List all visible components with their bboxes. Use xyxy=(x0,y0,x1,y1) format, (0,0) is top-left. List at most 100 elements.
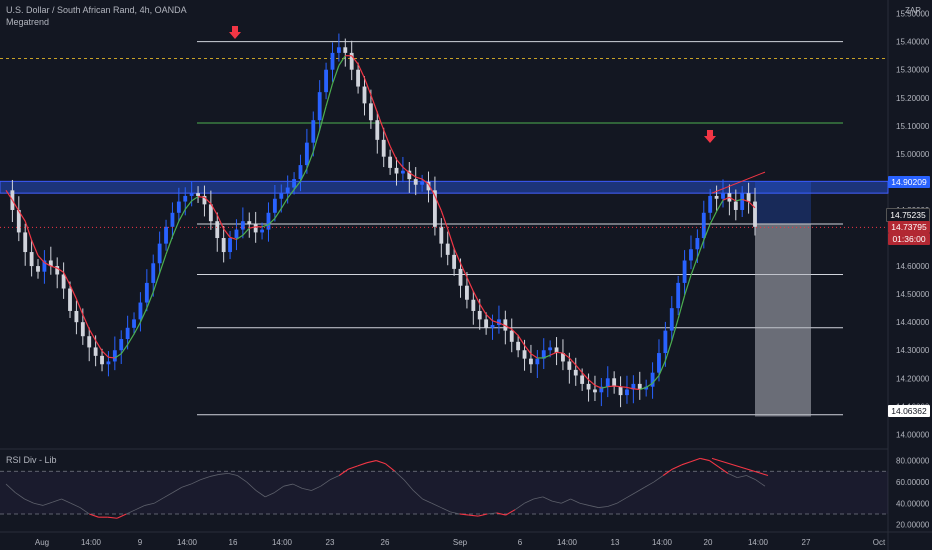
rsi-segment xyxy=(246,481,257,491)
candle-body xyxy=(311,120,316,143)
megatrend-segment xyxy=(268,217,276,226)
candle-body xyxy=(106,361,111,365)
megatrend-segment xyxy=(453,248,462,264)
megatrend-segment xyxy=(735,198,743,202)
price-tick-label: 14.20000 xyxy=(896,374,930,383)
rsi-segment xyxy=(403,479,414,491)
candle-body xyxy=(394,167,399,174)
rsi-segment xyxy=(255,490,266,498)
rsi-segment xyxy=(116,513,127,519)
megatrend-segment xyxy=(716,199,724,212)
price-tick-label: 14.30000 xyxy=(896,346,930,355)
rsi-segment xyxy=(524,498,534,504)
megatrend-segment xyxy=(139,307,148,323)
rsi-tick-label: 80.00000 xyxy=(896,457,930,466)
megatrend-segment xyxy=(223,228,231,238)
megatrend-segment xyxy=(511,328,519,336)
rsi-segment xyxy=(607,502,618,507)
candle-body xyxy=(644,386,649,390)
candle-body xyxy=(317,92,322,121)
candle-body xyxy=(100,355,104,365)
candle-body xyxy=(80,322,85,337)
rsi-segment xyxy=(52,498,62,503)
candle-body xyxy=(16,209,21,233)
symbol-title[interactable]: U.S. Dollar / South African Rand, 4h, OA… xyxy=(6,5,187,15)
megatrend-segment xyxy=(351,55,359,65)
rsi-segment xyxy=(15,492,25,500)
megatrend-segment xyxy=(133,321,141,335)
candle-body xyxy=(503,319,508,331)
candle-body xyxy=(548,347,553,351)
rsi-segment xyxy=(376,460,386,465)
candle-body xyxy=(330,52,335,70)
megatrend-segment xyxy=(690,257,698,276)
megatrend-segment xyxy=(210,203,218,216)
rsi-segment xyxy=(579,502,590,506)
megatrend-segment xyxy=(338,55,346,66)
candle-body xyxy=(567,361,572,370)
rsi-segment xyxy=(690,457,701,463)
rsi-segment xyxy=(181,483,192,488)
down-arrow-icon xyxy=(704,130,716,143)
rsi-segment xyxy=(505,509,516,516)
megatrend-segment xyxy=(729,196,737,202)
price-tick-label: 14.00000 xyxy=(896,430,930,439)
rsi-segment xyxy=(412,490,423,500)
megatrend-segment xyxy=(684,275,692,296)
candles xyxy=(10,33,757,408)
megatrend-segment xyxy=(383,129,391,147)
time-tick-label: 14:00 xyxy=(177,538,198,547)
candle-body xyxy=(349,52,354,70)
candle-body xyxy=(157,243,162,264)
rsi-segment xyxy=(33,502,44,506)
rsi-segment xyxy=(487,512,497,515)
megatrend-segment xyxy=(191,196,199,202)
candle-body xyxy=(202,195,207,205)
candle-body xyxy=(240,221,245,230)
candle-body xyxy=(657,353,661,373)
megatrend-segment xyxy=(274,208,282,219)
rsi-pane xyxy=(0,457,888,519)
rsi-segment xyxy=(366,460,377,464)
candle-body xyxy=(477,310,482,320)
candle-body xyxy=(452,254,457,269)
candle-body xyxy=(445,243,450,255)
megatrend-segment xyxy=(146,291,154,309)
candle-body xyxy=(176,201,181,213)
megatrend-segment xyxy=(261,224,269,228)
candle-body xyxy=(522,350,527,359)
price-tick-label: 15.00000 xyxy=(896,150,930,159)
indicator-name[interactable]: Megatrend xyxy=(6,17,50,27)
rsi-segment xyxy=(709,460,720,468)
time-tick-label: 14:00 xyxy=(748,538,769,547)
megatrend-segment xyxy=(427,183,436,197)
candle-body xyxy=(413,179,418,185)
rsi-segment xyxy=(329,475,340,481)
time-tick-label: Oct xyxy=(873,538,886,547)
candle-body xyxy=(55,266,60,275)
candle-body xyxy=(74,310,79,323)
candle-body xyxy=(561,353,565,362)
rsi-segment xyxy=(24,498,34,504)
megatrend-segment xyxy=(645,382,653,388)
rsi-segment xyxy=(79,507,90,515)
price-tick-label: 14.40000 xyxy=(896,318,930,327)
megatrend-segment xyxy=(63,272,71,286)
megatrend-segment xyxy=(5,190,13,201)
megatrend-segment xyxy=(543,354,551,359)
rsi-label[interactable]: RSI Div - Lib xyxy=(6,455,57,465)
rsi-segment xyxy=(514,502,525,511)
megatrend-segment xyxy=(498,322,506,327)
megatrend-segment xyxy=(549,351,557,356)
candle-body xyxy=(426,181,431,191)
candle-body xyxy=(304,142,309,166)
megatrend-segment xyxy=(293,180,301,190)
megatrend-segment xyxy=(363,77,372,96)
time-tick-label: 16 xyxy=(229,538,238,547)
rsi-segment xyxy=(727,473,738,479)
rsi-segment xyxy=(644,481,655,488)
megatrend-segment xyxy=(319,106,327,131)
rsi-segment xyxy=(237,475,247,483)
megatrend-segment xyxy=(601,386,608,389)
